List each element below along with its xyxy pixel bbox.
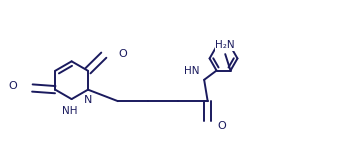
Text: N: N: [84, 95, 92, 105]
Text: O: O: [9, 81, 18, 91]
Text: H₂N: H₂N: [216, 40, 235, 50]
Text: HN: HN: [184, 66, 199, 76]
Text: NH: NH: [62, 106, 78, 116]
Text: O: O: [217, 121, 226, 131]
Text: O: O: [119, 49, 127, 58]
